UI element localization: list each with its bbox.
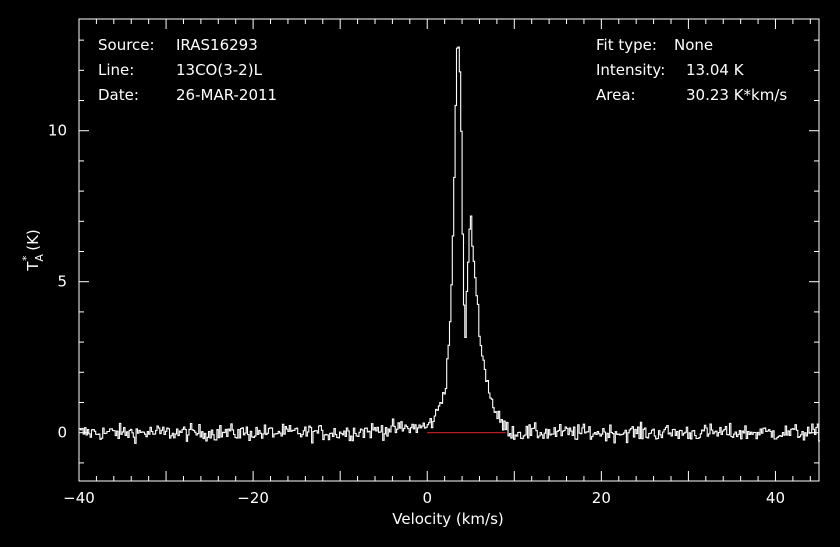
x-tick-label: 40 <box>766 489 785 507</box>
x-tick-label: 0 <box>422 489 432 507</box>
y-axis-label-sup: * <box>20 255 33 261</box>
y-tick-label: 5 <box>57 273 67 291</box>
fit-type-label: Fit type: <box>596 36 657 54</box>
x-axis-label: Velocity (km/s) <box>392 510 503 528</box>
x-tick-label: −40 <box>63 489 95 507</box>
y-tick-label: 0 <box>57 424 67 442</box>
data-series <box>79 46 820 444</box>
intensity-label: Intensity: <box>596 61 665 79</box>
x-tick-label: 20 <box>592 489 611 507</box>
date-label: Date: <box>98 86 139 104</box>
line-label: Line: <box>98 61 134 79</box>
axis-tick-labels: −40 −20 0 20 40 0 5 10 <box>48 122 785 507</box>
x-tick-label: −20 <box>237 489 269 507</box>
source-label: Source: <box>98 36 155 54</box>
fit-type-value: None <box>674 36 713 54</box>
spectrum-line <box>79 46 820 444</box>
y-axis-label-unit: (K) <box>24 229 42 255</box>
y-axis-label-main: T <box>24 261 42 272</box>
y-tick-label: 10 <box>48 122 67 140</box>
header-right: Fit type: None Intensity: 13.04 K Area: … <box>596 36 787 104</box>
date-value: 26-MAR-2011 <box>176 86 277 104</box>
intensity-value: 13.04 K <box>686 61 745 79</box>
plot-frame <box>78 18 820 482</box>
area-label: Area: <box>596 86 636 104</box>
svg-text:TA* (K): TA* (K) <box>20 229 46 272</box>
area-value: 30.23 K*km/s <box>686 86 787 104</box>
axis-ticks <box>78 19 819 481</box>
line-value: 13CO(3-2)L <box>176 61 263 79</box>
y-axis-label: TA* (K) <box>20 229 46 272</box>
y-axis-label-sub: A <box>33 254 46 262</box>
source-value: IRAS16293 <box>176 36 258 54</box>
header-left: Source: IRAS16293 Line: 13CO(3-2)L Date:… <box>98 36 277 104</box>
